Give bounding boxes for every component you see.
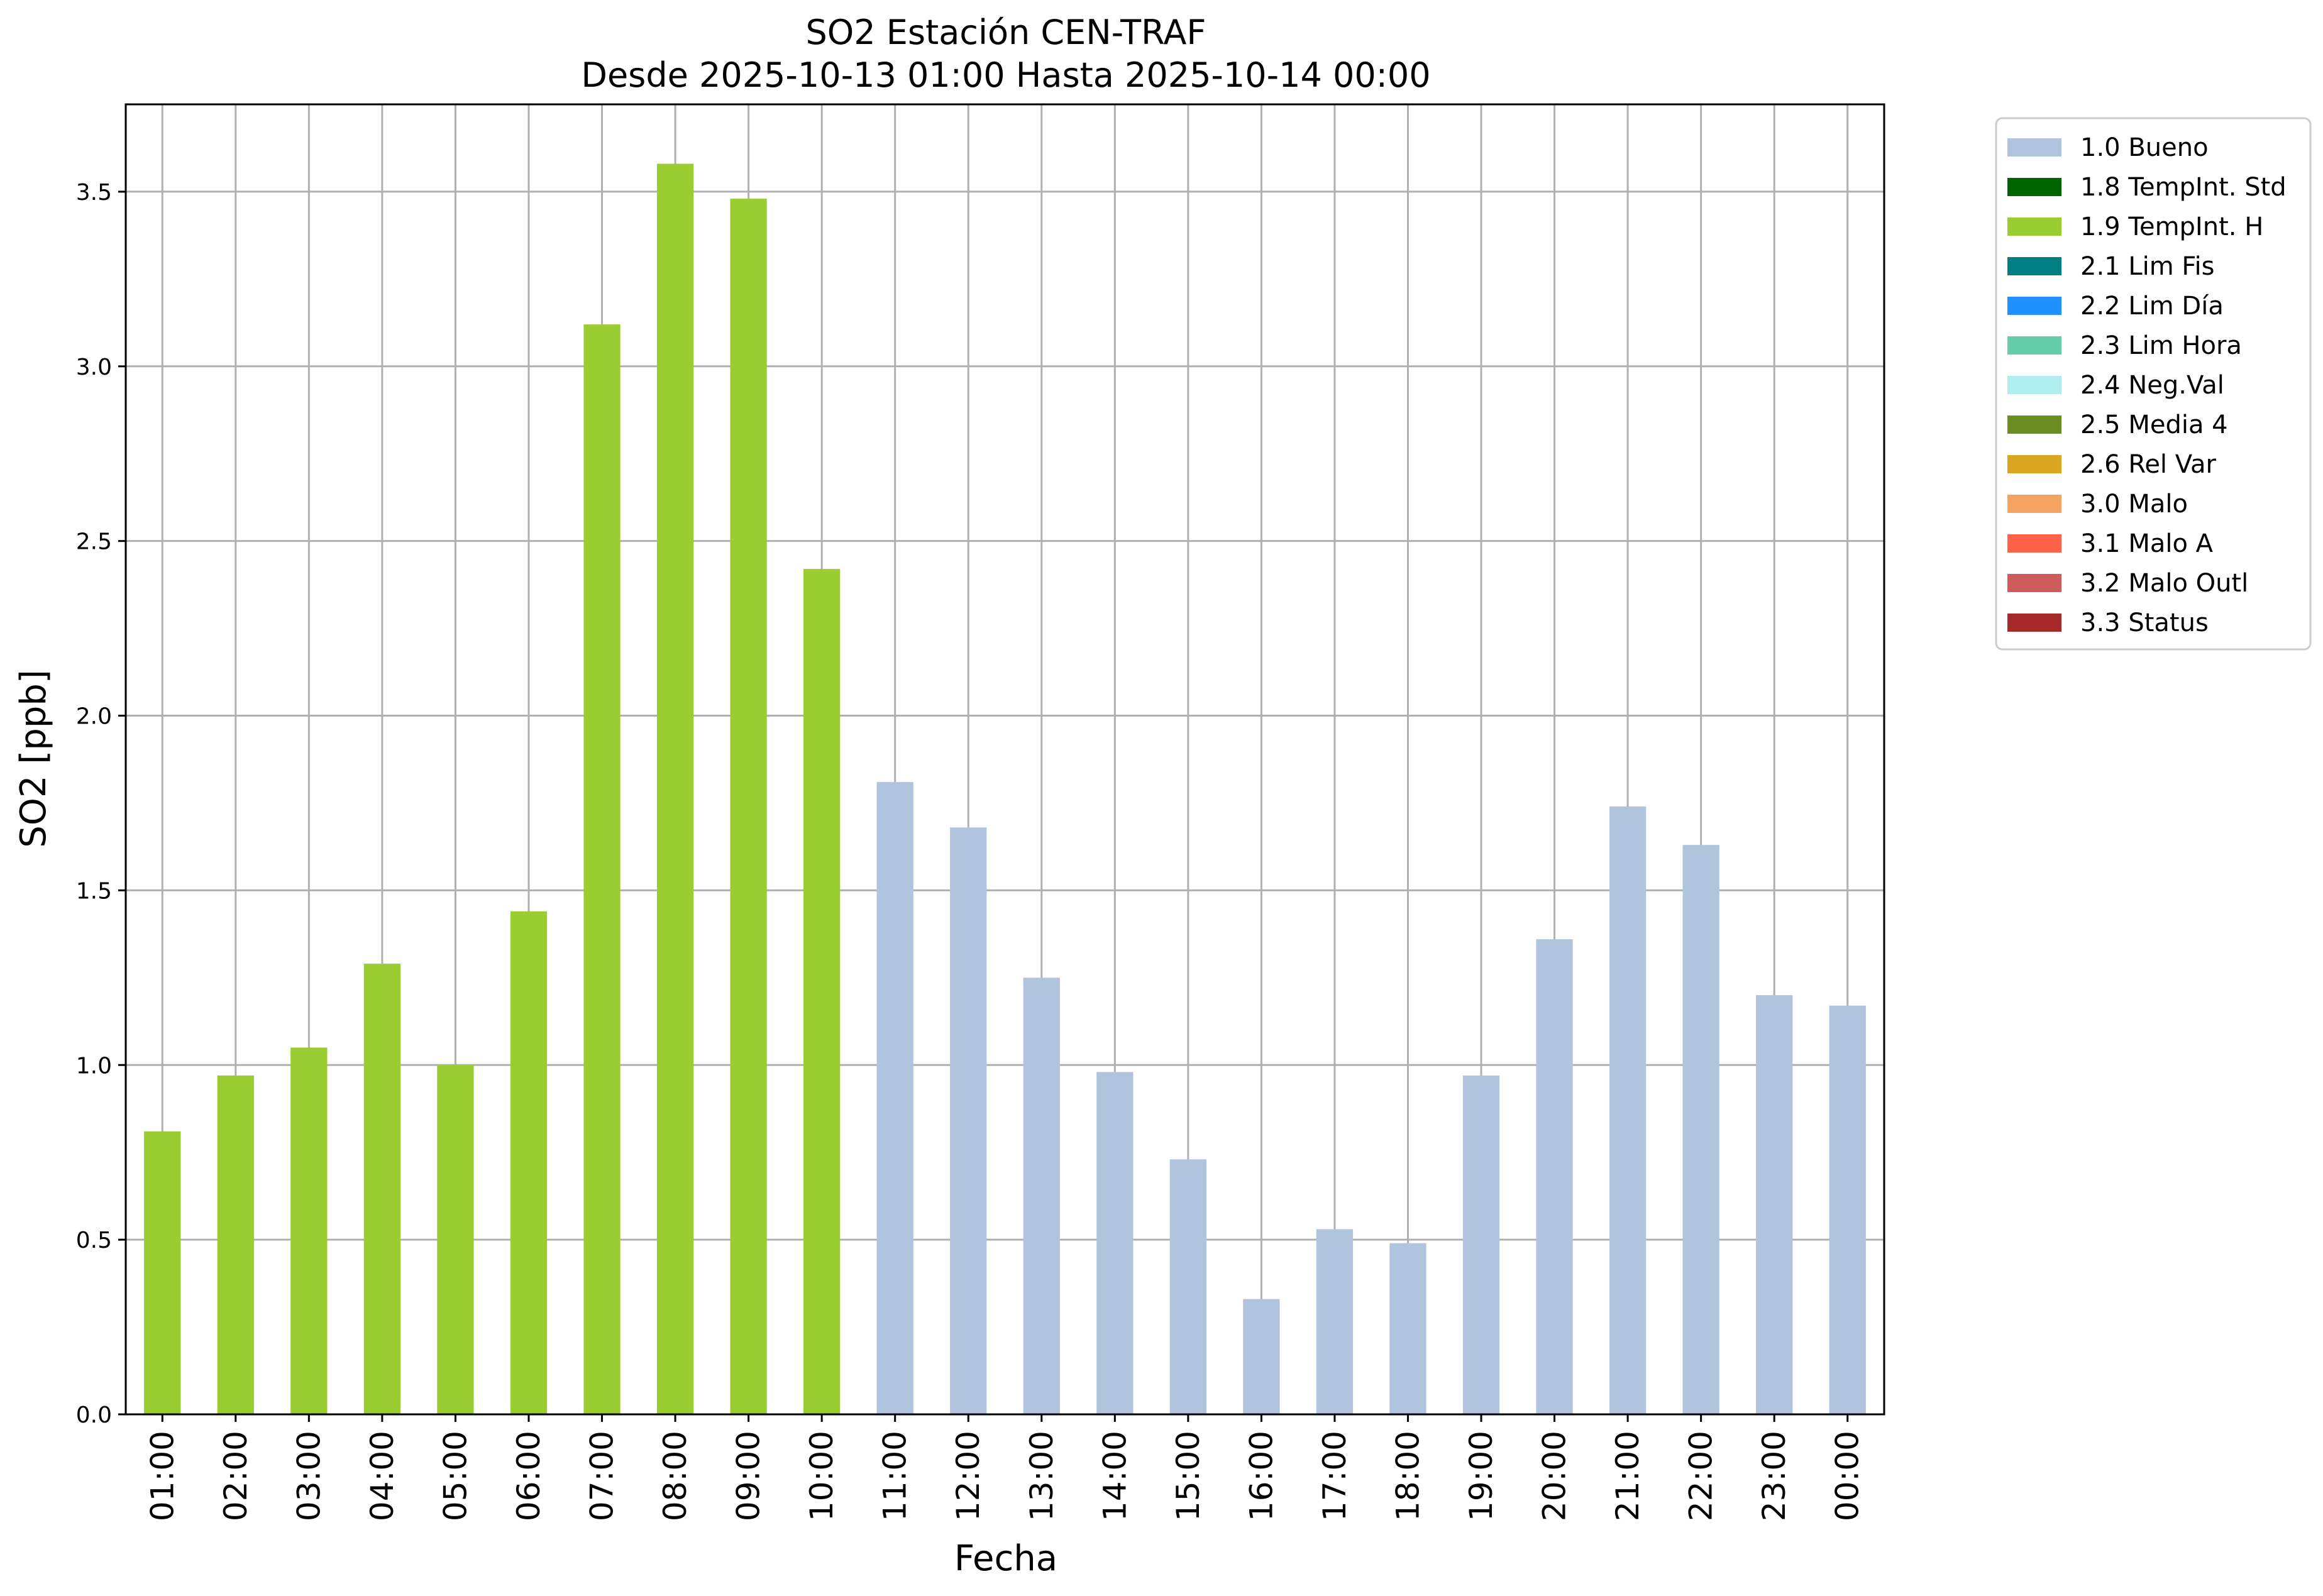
x-tick-label: 14:00 (1096, 1431, 1133, 1521)
y-tick-label: 0.0 (76, 1402, 112, 1428)
x-axis-label: Fecha (954, 1538, 1057, 1579)
legend-swatch (2007, 217, 2061, 236)
bar (1169, 1159, 1206, 1414)
legend-label: 2.1 Lim Fis (2080, 252, 2214, 281)
x-tick-label: 15:00 (1170, 1431, 1206, 1521)
y-axis: 0.0 0.5 1.0 1.5 2.0 2.5 3.0 3.5 (76, 180, 126, 1428)
legend-label: 2.5 Media 4 (2080, 410, 2228, 439)
bars-layer (144, 163, 1866, 1415)
bar (1243, 1299, 1280, 1414)
x-tick-label: 11:00 (877, 1431, 913, 1521)
legend-label: 3.2 Malo Outl (2080, 569, 2248, 598)
x-tick-label: 07:00 (584, 1431, 621, 1521)
chart-title-line2: Desde 2025-10-13 01:00 Hasta 2025-10-14 … (581, 55, 1430, 95)
y-tick-label: 3.0 (76, 355, 112, 380)
x-tick-label: 21:00 (1609, 1431, 1646, 1521)
legend-label: 2.4 Neg.Val (2080, 371, 2224, 400)
legend-label: 1.9 TempInt. H (2080, 212, 2263, 241)
legend-label: 1.8 TempInt. Std (2080, 173, 2287, 202)
y-tick-label: 1.5 (76, 878, 112, 904)
x-tick-label: 16:00 (1243, 1431, 1279, 1521)
bar (1096, 1072, 1134, 1414)
legend-label: 2.6 Rel Var (2080, 450, 2217, 479)
legend-frame (1995, 117, 2312, 651)
x-tick-label: 02:00 (218, 1431, 254, 1521)
y-tick-label: 2.5 (76, 529, 112, 555)
x-tick-label: 12:00 (950, 1431, 986, 1521)
bar (656, 163, 694, 1415)
legend-swatch (2007, 495, 2061, 513)
bar (363, 964, 401, 1414)
bar (1536, 939, 1573, 1414)
legend-label: 3.1 Malo A (2080, 529, 2214, 558)
bar (950, 827, 987, 1414)
bar (290, 1047, 328, 1414)
x-tick-label: 18:00 (1389, 1431, 1426, 1521)
plot-frame (124, 103, 1885, 1416)
legend-swatch (2007, 257, 2061, 275)
x-tick-label: 17:00 (1316, 1431, 1353, 1521)
x-axis: 01:00 02:00 03:00 04:00 05:00 06:00 07:00 08:00… (144, 1414, 1866, 1521)
bar (1023, 977, 1060, 1414)
bar (730, 199, 767, 1415)
bar (583, 324, 621, 1414)
legend-label: 3.0 Malo (2080, 490, 2188, 519)
bar (217, 1075, 254, 1414)
legend-swatch (2007, 574, 2061, 592)
x-tick-label: 08:00 (657, 1431, 693, 1521)
legend-swatch (2007, 376, 2061, 394)
bar (1682, 845, 1719, 1414)
chart-title-line1: SO2 Estación CEN-TRAF (805, 13, 1206, 52)
legend-label: 1.0 Bueno (2080, 133, 2209, 162)
x-tick-label: 23:00 (1756, 1431, 1792, 1521)
legend-swatch (2007, 534, 2061, 553)
x-tick-label: 05:00 (437, 1431, 473, 1521)
x-tick-label: 19:00 (1463, 1431, 1499, 1521)
legend-swatch (2007, 297, 2061, 315)
legend-swatch (2007, 138, 2061, 157)
legend-swatch (2007, 614, 2061, 632)
bar (876, 782, 913, 1414)
y-tick-label: 1.0 (76, 1053, 112, 1079)
legend-label: 3.3 Status (2080, 608, 2209, 637)
x-tick-label: 20:00 (1537, 1431, 1573, 1521)
bar (1609, 806, 1647, 1414)
x-tick-label: 22:00 (1683, 1431, 1719, 1521)
legend-swatch (2007, 178, 2061, 196)
legend-swatch (2007, 336, 2061, 355)
x-tick-label: 04:00 (364, 1431, 400, 1521)
bar (1829, 1005, 1866, 1414)
bar (1389, 1243, 1426, 1414)
y-tick-label: 3.5 (76, 180, 112, 206)
x-tick-label: 10:00 (803, 1431, 840, 1521)
legend-label: 2.2 Lim Día (2080, 292, 2224, 321)
bar (510, 911, 548, 1414)
bar (1316, 1229, 1354, 1414)
x-tick-label: 09:00 (731, 1431, 767, 1521)
legend-label: 2.3 Lim Hora (2080, 331, 2242, 360)
legend: 1.0 Bueno 1.8 TempInt. Std 1.9 TempInt. H 2… (1995, 117, 2312, 651)
y-tick-label: 2.0 (76, 704, 112, 730)
y-axis-label: SO2 [ppb] (13, 669, 54, 847)
bar (803, 569, 841, 1415)
bar (1756, 995, 1793, 1414)
legend-swatch (2007, 455, 2061, 473)
legend-swatch (2007, 416, 2061, 434)
x-tick-label: 06:00 (510, 1431, 547, 1521)
bar (144, 1131, 181, 1414)
bar (437, 1065, 474, 1414)
x-tick-label: 01:00 (144, 1431, 180, 1521)
x-tick-label: 00:00 (1829, 1431, 1866, 1521)
x-tick-label: 03:00 (290, 1431, 327, 1521)
x-tick-label: 13:00 (1024, 1431, 1060, 1521)
bar (1462, 1075, 1500, 1414)
y-tick-label: 0.5 (76, 1228, 112, 1253)
